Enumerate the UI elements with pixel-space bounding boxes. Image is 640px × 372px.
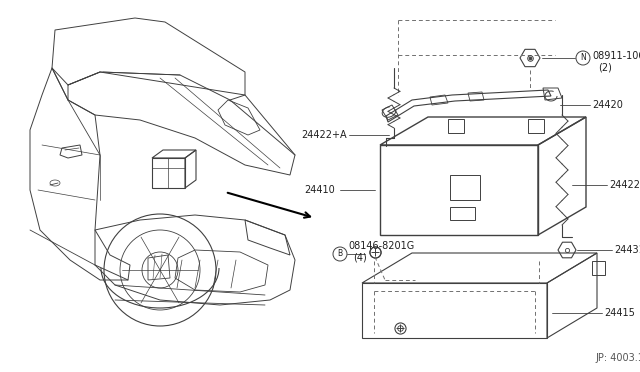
Text: (2): (2)	[598, 62, 612, 72]
Text: 24422+A: 24422+A	[301, 130, 347, 140]
Text: 24415: 24415	[604, 308, 635, 318]
Text: JP: 4003.1: JP: 4003.1	[595, 353, 640, 363]
Text: N: N	[580, 54, 586, 62]
Text: 08911-1062G: 08911-1062G	[592, 51, 640, 61]
Text: 24410: 24410	[304, 185, 335, 195]
Text: 08146-8201G: 08146-8201G	[348, 241, 414, 251]
Text: B: B	[337, 250, 342, 259]
Text: 24431G: 24431G	[614, 245, 640, 255]
Text: 24422: 24422	[609, 180, 640, 190]
Text: 24420: 24420	[592, 100, 623, 110]
Text: (4): (4)	[353, 252, 367, 262]
